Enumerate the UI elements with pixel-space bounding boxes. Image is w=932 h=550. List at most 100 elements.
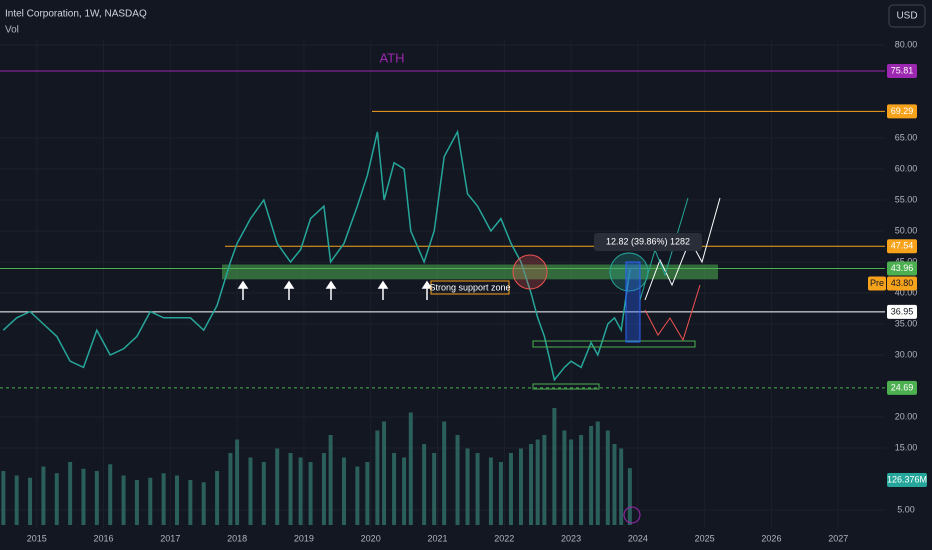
volume-bar: [41, 466, 46, 525]
projection: [644, 284, 701, 342]
volume-bar: [94, 471, 99, 525]
axes: 80.00 65.00 60.00 55.00 50.00 45.00 40.00 35.00…: [27, 39, 927, 543]
price-tag-label: 24.69: [891, 382, 914, 392]
volume-bar: [455, 435, 460, 525]
volume-bar: [68, 462, 73, 525]
volume-bar: [612, 444, 617, 525]
price-tag-label: 69.29: [891, 106, 914, 116]
x-tick-label: 2024: [628, 533, 648, 543]
volume-bar: [552, 408, 557, 525]
y-tick-label: 60.00: [895, 163, 918, 173]
volume-bar: [201, 482, 206, 525]
support-label: Strong support zone: [429, 282, 510, 292]
arrows: [237, 280, 433, 300]
x-tick-label: 2021: [427, 533, 447, 543]
price-tag-label: 47.54: [891, 241, 914, 251]
pre-tag: [868, 276, 886, 291]
volume-bar: [408, 412, 413, 525]
price-tag: [887, 380, 917, 395]
volume-bar: [365, 462, 370, 525]
volume-bar: [569, 439, 574, 525]
event-icon[interactable]: [623, 506, 641, 524]
volume-bar: [288, 453, 293, 525]
price-tag: [887, 63, 917, 78]
price-tag-label: 36.95: [891, 306, 914, 316]
volume-bar: [188, 480, 193, 525]
x-tick-label: 2022: [494, 533, 514, 543]
volume-bar: [275, 448, 280, 525]
y-tick-label: 80.00: [895, 39, 918, 49]
price-tag: [887, 104, 917, 119]
currency-button[interactable]: [888, 4, 926, 28]
volume-bar: [215, 471, 220, 525]
measure-box: [625, 261, 641, 343]
price-line: [2, 129, 631, 382]
price-tag: [887, 239, 917, 254]
x-tick-label: 2027: [828, 533, 848, 543]
subtitle: Vol: [5, 25, 19, 36]
pre-price-tag: [887, 276, 917, 291]
volume-bar: [627, 468, 632, 525]
volume-tag: [887, 473, 927, 487]
projection: [644, 197, 721, 301]
volume-bar: [261, 462, 266, 525]
volume-bar: [54, 473, 59, 525]
volume-bar: [148, 477, 153, 525]
x-tick-label: 2026: [761, 533, 781, 543]
measure-label: 12.82 (39.86%) 1282: [606, 236, 690, 246]
x-tick-label: 2016: [94, 533, 114, 543]
pre-price-label: 43.80: [891, 278, 914, 288]
zone-box: [532, 383, 600, 390]
currency: USD: [896, 11, 917, 22]
volume-bar: [442, 421, 447, 525]
volume-bar: [422, 444, 427, 525]
x-tick-label: 2023: [561, 533, 581, 543]
y-tick-label: 40.00: [895, 287, 918, 297]
volume-bar: [475, 453, 480, 525]
volume-bar: [308, 462, 313, 525]
highlight-circle: [512, 254, 548, 290]
volume-bar: [535, 439, 540, 525]
volume-bar: [248, 457, 253, 525]
volume-bar: [498, 462, 503, 525]
volume-bar: [392, 453, 397, 525]
volume-bar: [542, 435, 547, 525]
volume-bar: [619, 448, 624, 525]
y-tick-label: 55.00: [895, 194, 918, 204]
volume-bar: [341, 457, 346, 525]
y-tick-label: 45.00: [895, 256, 918, 266]
volume-bar: [81, 468, 86, 525]
volume-bar: [488, 457, 493, 525]
volume-bar: [14, 475, 19, 525]
volume-bar: [28, 477, 33, 525]
volume-tag-label: 126.376M: [887, 474, 927, 484]
y-tick-label: 30.00: [895, 349, 918, 359]
plot: ATH: [0, 50, 885, 389]
volume-bar: [121, 475, 126, 525]
volume-bar: [355, 466, 360, 525]
measure-box: [594, 233, 702, 251]
volume-bar: [175, 475, 179, 525]
volume-bar: [161, 473, 166, 525]
volume-bar: [375, 430, 380, 525]
volume-bar: [1, 471, 6, 525]
volume-bar: [228, 453, 233, 525]
x-tick-label: 2019: [294, 533, 314, 543]
y-tick-label: 50.00: [895, 225, 918, 235]
x-tick-label: 2015: [27, 533, 47, 543]
volume-bar: [529, 444, 533, 525]
x-tick-label: 2018: [227, 533, 247, 543]
price-tag-label: 75.81: [891, 65, 914, 75]
y-tick-label: 20.00: [895, 411, 918, 421]
x-tick-label: 2020: [361, 533, 381, 543]
volume-bar: [579, 435, 584, 525]
volume-bar: [382, 421, 387, 525]
volume-bar: [432, 453, 437, 525]
chart-title: Intel Corporation, 1W, NASDAQ: [5, 9, 147, 20]
volume-bar: [518, 448, 523, 525]
y-tick-label: 5.00: [897, 504, 915, 514]
volume-bar: [595, 421, 600, 525]
volume-bar: [402, 457, 407, 525]
price-tag-label: 43.96: [891, 263, 914, 273]
